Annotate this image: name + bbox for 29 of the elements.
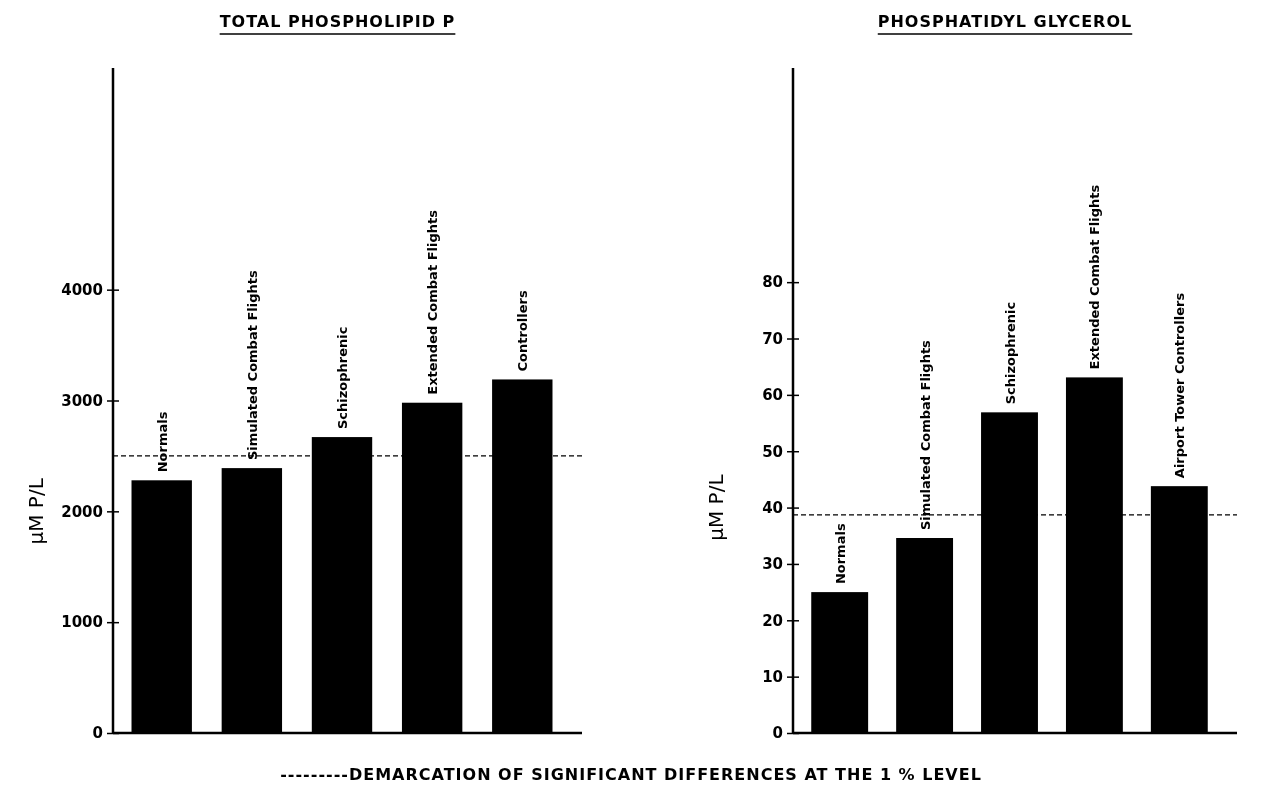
x-tick-label: Extended Combat Flights	[1087, 184, 1103, 370]
x-tick-label: Schizophrenic	[1002, 301, 1018, 405]
text: ---------DEMARCATION OF SIGNIFICANT DIFFERENCES AT THE 1 % LEVEL	[280, 765, 982, 784]
y-axis-title: μM P/L	[704, 473, 728, 541]
y-tick-label: 50	[762, 442, 783, 461]
y-axis-title: μM P/L	[24, 477, 48, 545]
y-tick-label: 20	[762, 611, 783, 630]
y-tick-label: 60	[762, 386, 783, 405]
y-tick-label: 30	[762, 555, 783, 574]
y-tick-label: 3000	[61, 391, 103, 410]
y-tick-label: 0	[92, 724, 103, 743]
x-tick-label: Normals	[154, 411, 170, 473]
y-tick-label: 0	[772, 724, 783, 743]
x-tick-label: Controllers	[515, 290, 531, 372]
x-tick-label: Airport Tower Controllers	[1172, 292, 1188, 479]
y-tick-label: 80	[762, 273, 783, 292]
y-tick-label: 4000	[61, 280, 103, 299]
x-tick-label: Schizophrenic	[335, 326, 350, 430]
chart-title: PHOSPHATIDYL GLYCEROL	[877, 12, 1133, 31]
y-tick-label: 1000	[61, 613, 103, 632]
y-tick-label: 10	[762, 667, 783, 686]
x-tick-label: Extended Combat Flights	[425, 209, 441, 395]
x-tick-label: Simulated Combat Flights	[917, 339, 933, 531]
y-tick-label: 40	[762, 498, 783, 517]
chart-title: TOTAL PHOSPHOLIPID P	[219, 12, 456, 31]
x-tick-label: Normals	[832, 523, 848, 585]
y-tick-label: 2000	[61, 502, 103, 521]
x-tick-label: Simulated Combat Flights	[244, 269, 260, 461]
y-tick-label: 70	[762, 329, 783, 348]
